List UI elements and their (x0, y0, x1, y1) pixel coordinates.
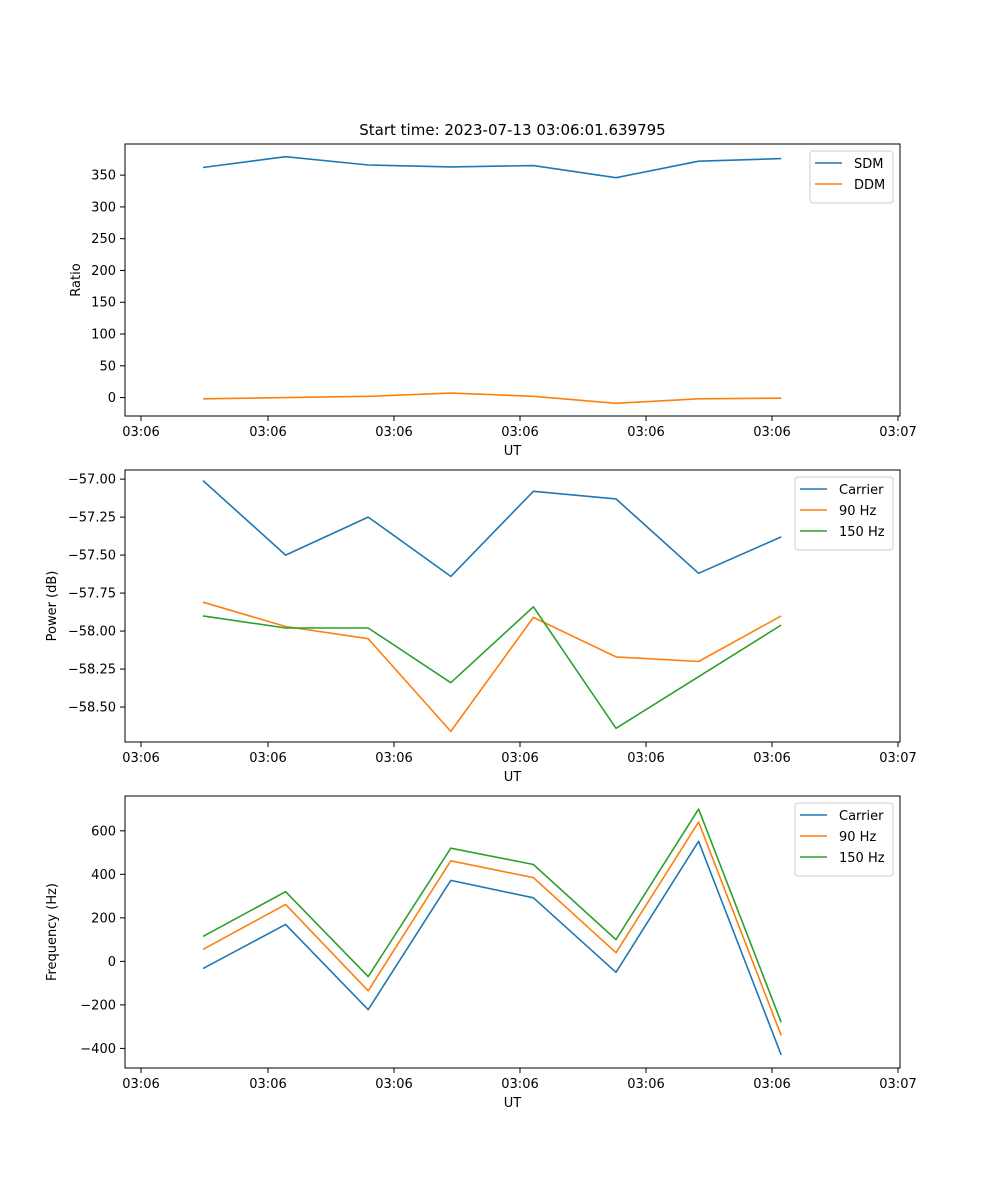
y-tick-label: 0 (108, 955, 116, 970)
y-tick-label: −400 (80, 1042, 116, 1057)
panel-1: 03:06 03:06 03:06 03:06 03:06 03:06 03:07 UT 0 50… (69, 143, 917, 459)
y-tick-label: −57.75 (68, 587, 116, 602)
y-tick-label: 100 (91, 328, 116, 343)
y-tick-label: 250 (91, 232, 116, 247)
y-tick-label: −58.50 (68, 701, 116, 716)
y-tick-label: −58.25 (68, 663, 116, 678)
x-tick-label: 03:06 (627, 751, 664, 766)
y-tick-label: −57.25 (68, 511, 116, 526)
x-tick-label: 03:06 (627, 425, 664, 440)
series-line-90-hz (202, 821, 782, 1036)
x-tick-label: 03:06 (753, 1077, 790, 1092)
y-axis-label: Frequency (Hz) (45, 883, 60, 981)
y-tick-label: 200 (91, 264, 116, 279)
legend-box (809, 150, 894, 204)
y-tick-label: −57.00 (68, 473, 116, 488)
series-line-carrier (202, 840, 782, 1056)
panel-2: 03:06 03:06 03:06 03:06 03:06 03:06 03:07 UT −58… (45, 469, 917, 785)
legend-label: Carrier (839, 809, 884, 824)
x-tick-label: 03:06 (501, 425, 538, 440)
x-tick-label: 03:06 (375, 1077, 412, 1092)
x-tick-label: 03:06 (501, 751, 538, 766)
y-tick-label: 400 (91, 868, 116, 883)
legend: Carrier 90 Hz 150 Hz (794, 802, 894, 877)
series-line-150-hz (202, 808, 782, 1023)
y-tick-label: 150 (91, 296, 116, 311)
y-tick-label: −58.00 (68, 625, 116, 640)
x-tick-label: 03:06 (249, 425, 286, 440)
x-tick-label: 03:06 (375, 751, 412, 766)
legend-label: 150 Hz (839, 851, 885, 866)
series-line-sdm (202, 155, 782, 179)
x-tick-label: 03:07 (879, 425, 916, 440)
x-tick-label: 03:06 (122, 425, 159, 440)
y-tick-label: 50 (99, 359, 116, 374)
legend-label: DDM (854, 178, 885, 193)
x-tick-label: 03:06 (122, 751, 159, 766)
x-tick-label: 03:06 (249, 1077, 286, 1092)
y-tick-label: 350 (91, 169, 116, 184)
series-line-ddm (202, 392, 782, 405)
x-tick-label: 03:06 (627, 1077, 664, 1092)
x-tick-label: 03:06 (375, 425, 412, 440)
legend-label: SDM (854, 157, 883, 172)
x-tick-label: 03:06 (249, 751, 286, 766)
legend-label: 90 Hz (839, 504, 876, 519)
chart-title: Start time: 2023-07-13 03:06:01.639795 (359, 121, 665, 139)
y-tick-label: 600 (91, 824, 116, 839)
y-tick-label: 200 (91, 911, 116, 926)
y-tick-label: 300 (91, 200, 116, 215)
y-tick-label: −200 (80, 998, 116, 1013)
legend-label: 150 Hz (839, 525, 885, 540)
x-axis-label: UT (504, 1096, 522, 1111)
axes-frame (124, 795, 901, 1069)
y-tick-label: 0 (108, 391, 116, 406)
x-tick-label: 03:07 (879, 751, 916, 766)
x-tick-label: 03:07 (879, 1077, 916, 1092)
x-axis-label: UT (504, 444, 522, 459)
panels: 03:06 03:06 03:06 03:06 03:06 03:06 03:07 UT 0 50… (45, 143, 917, 1111)
series-line-150-hz (202, 605, 782, 730)
y-tick-label: −57.50 (68, 549, 116, 564)
x-tick-label: 03:06 (753, 751, 790, 766)
axes-frame (124, 143, 901, 417)
x-tick-label: 03:06 (753, 425, 790, 440)
legend: SDM DDM (809, 150, 894, 204)
x-tick-label: 03:06 (501, 1077, 538, 1092)
series-line-carrier (202, 480, 782, 578)
x-tick-label: 03:06 (122, 1077, 159, 1092)
x-axis-label: UT (504, 770, 522, 785)
legend: Carrier 90 Hz 150 Hz (794, 476, 894, 551)
panel-3: 03:06 03:06 03:06 03:06 03:06 03:06 03:07 UT −40… (45, 795, 917, 1111)
axes-frame (124, 469, 901, 743)
y-axis-label: Power (dB) (45, 571, 60, 642)
y-axis-label: Ratio (69, 263, 84, 296)
legend-label: 90 Hz (839, 830, 876, 845)
legend-label: Carrier (839, 483, 884, 498)
